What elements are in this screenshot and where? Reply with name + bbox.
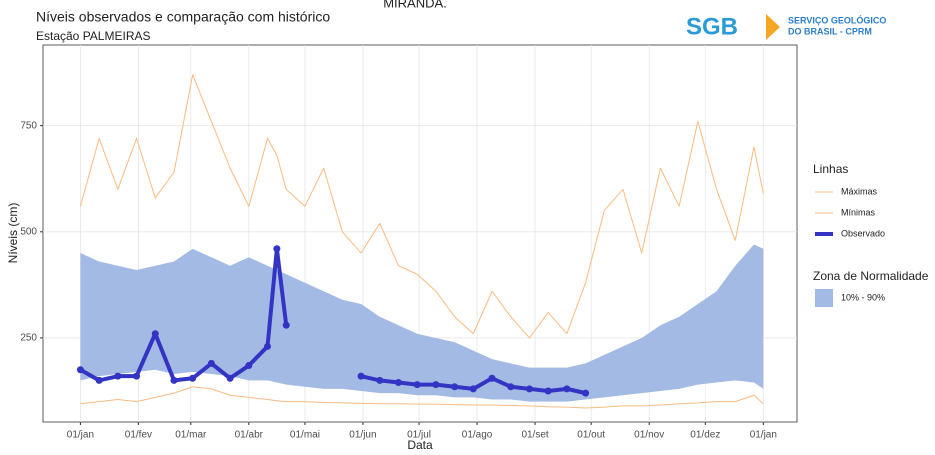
point — [114, 372, 122, 380]
logo-text: DO BRASIL - CPRM — [788, 26, 872, 36]
x-tick-label: 01/ago — [462, 430, 493, 441]
y-tick-label: 250 — [20, 333, 37, 344]
x-tick-label: 01/jul — [407, 430, 431, 441]
legend-label: 10% - 90% — [841, 292, 885, 302]
logo-shape — [766, 14, 780, 40]
point — [544, 387, 552, 395]
point — [525, 385, 533, 393]
point — [151, 330, 159, 338]
series-line — [79, 74, 764, 339]
point — [207, 359, 215, 367]
plot-layer: 01/jan 01/fev 01/mar 01/abr 01/mai 01/jun 01/j… — [20, 45, 797, 441]
point — [282, 321, 290, 329]
legend-title: Zona de Normalidade — [813, 269, 929, 283]
point — [170, 376, 178, 384]
y-tick-label: 750 — [20, 120, 37, 131]
point — [469, 385, 477, 393]
point — [226, 374, 234, 382]
point — [376, 376, 384, 384]
y-axis-label: Níveis (cm) — [6, 203, 20, 264]
point — [413, 381, 421, 389]
chart-subtitle: Estação PALMEIRAS — [36, 29, 151, 43]
x-tick-label: 01/mar — [175, 430, 207, 441]
point — [95, 376, 103, 384]
top-text: MIRANDA. — [383, 0, 447, 10]
legend-label: Mínimas — [841, 207, 876, 217]
x-tick-label: 01/fev — [125, 430, 152, 441]
series-line — [80, 386, 764, 409]
x-tick-label: 01/mai — [290, 430, 320, 441]
logo-text: SERVIÇO GEOLÓGICO — [788, 14, 886, 25]
legend-swatch — [815, 289, 833, 307]
x-tick-label: 01/jun — [349, 430, 376, 441]
point — [133, 372, 141, 380]
point — [357, 372, 365, 380]
y-tick-label: 500 — [20, 226, 37, 237]
point — [563, 385, 571, 393]
point — [432, 381, 440, 389]
point — [264, 342, 272, 350]
x-tick-label: 01/dez — [690, 430, 720, 441]
point — [394, 379, 402, 387]
x-tick-label: 01/jan — [67, 430, 94, 441]
x-tick-label: 01/nov — [634, 430, 664, 441]
point — [451, 383, 459, 391]
point — [189, 374, 197, 382]
legend-label: Observado — [841, 228, 885, 238]
logo: SGB SERVIÇO GEOLÓGICO DO BRASIL - CPRM — [686, 13, 886, 40]
x-tick-label: 01/set — [521, 430, 548, 441]
point — [245, 362, 253, 370]
logo-mark: SGB — [686, 13, 738, 40]
point — [582, 389, 590, 397]
x-tick-label: 01/out — [577, 430, 605, 441]
legend-label: Máximas — [841, 186, 878, 196]
point — [76, 366, 84, 374]
x-tick-label: 01/jan — [750, 430, 777, 441]
x-tick-label: 01/abr — [235, 430, 264, 441]
point — [507, 383, 515, 391]
point — [273, 245, 281, 253]
legend-title: Linhas — [813, 162, 848, 176]
point — [488, 374, 496, 382]
x-axis-label: Data — [407, 438, 433, 450]
chart-title: Níveis observados e comparação com histó… — [36, 9, 330, 25]
